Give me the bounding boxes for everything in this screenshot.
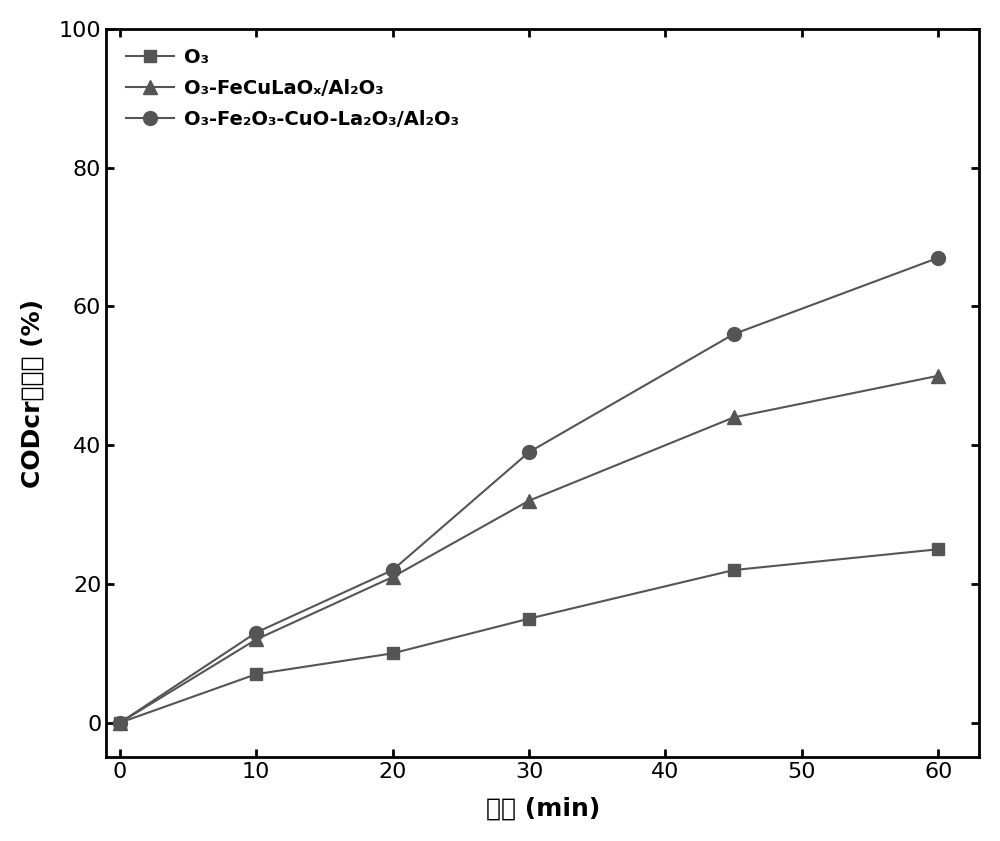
O₃-Fe₂O₃-CuO-La₂O₃/Al₂O₃ [387, 565, 399, 575]
O₃-FeCuLaOₓ/Al₂O₃ [932, 371, 944, 381]
Y-axis label: CODcr去除率 (%): CODcr去除率 (%) [21, 299, 45, 488]
O₃ [523, 614, 535, 624]
O₃-FeCuLaOₓ/Al₂O₃ [728, 412, 740, 422]
Line: O₃: O₃ [114, 543, 944, 729]
O₃ [250, 669, 262, 680]
Line: O₃-Fe₂O₃-CuO-La₂O₃/Al₂O₃: O₃-Fe₂O₃-CuO-La₂O₃/Al₂O₃ [113, 251, 945, 730]
Legend: O₃, O₃-FeCuLaOₓ/Al₂O₃, O₃-Fe₂O₃-CuO-La₂O₃/Al₂O₃: O₃, O₃-FeCuLaOₓ/Al₂O₃, O₃-Fe₂O₃-CuO-La₂O… [116, 39, 469, 138]
O₃ [387, 648, 399, 659]
O₃-Fe₂O₃-CuO-La₂O₃/Al₂O₃ [523, 447, 535, 458]
O₃-Fe₂O₃-CuO-La₂O₃/Al₂O₃ [932, 253, 944, 263]
O₃ [114, 717, 126, 727]
O₃-FeCuLaOₓ/Al₂O₃ [523, 495, 535, 505]
O₃-Fe₂O₃-CuO-La₂O₃/Al₂O₃ [250, 627, 262, 637]
O₃-Fe₂O₃-CuO-La₂O₃/Al₂O₃ [114, 717, 126, 727]
O₃-FeCuLaOₓ/Al₂O₃ [114, 717, 126, 727]
Line: O₃-FeCuLaOₓ/Al₂O₃: O₃-FeCuLaOₓ/Al₂O₃ [113, 369, 945, 730]
O₃ [728, 565, 740, 575]
O₃-FeCuLaOₓ/Al₂O₃ [387, 572, 399, 582]
O₃ [932, 544, 944, 554]
O₃-FeCuLaOₓ/Al₂O₃ [250, 634, 262, 644]
X-axis label: 时间 (min): 时间 (min) [486, 796, 600, 820]
O₃-Fe₂O₃-CuO-La₂O₃/Al₂O₃ [728, 329, 740, 339]
